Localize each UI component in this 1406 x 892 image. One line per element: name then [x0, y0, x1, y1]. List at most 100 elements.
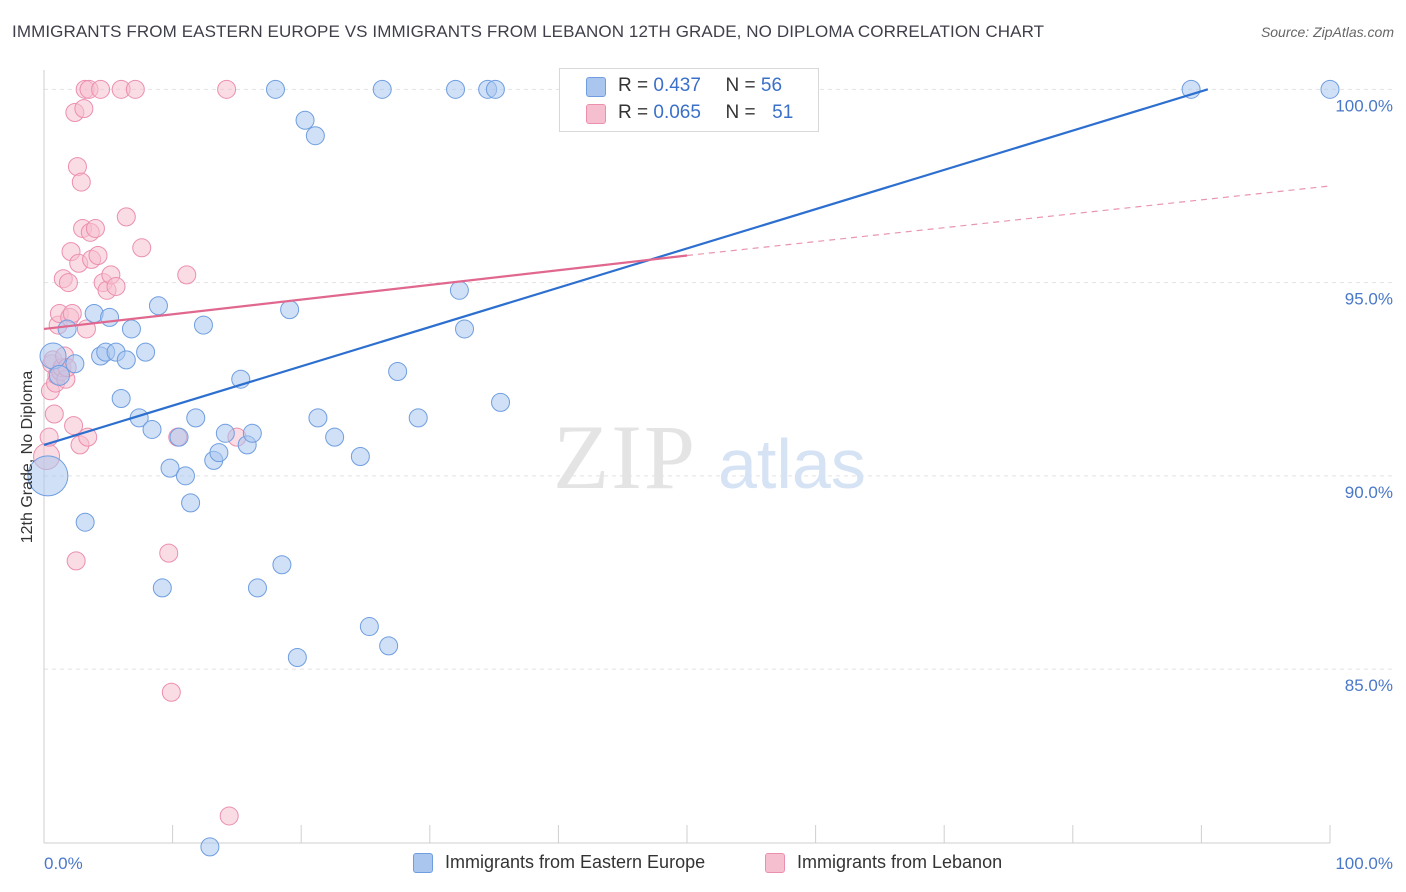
- data-point: [350, 447, 370, 466]
- data-point: [74, 99, 94, 119]
- data-point: [193, 315, 213, 335]
- data-point: [58, 273, 78, 293]
- source-credit: Source: ZipAtlas.com: [1260, 24, 1394, 40]
- data-point: [209, 443, 229, 463]
- data-point: [181, 493, 201, 513]
- data-point: [91, 79, 111, 99]
- data-point: [121, 319, 141, 339]
- data-point: [100, 307, 120, 327]
- data-point: [272, 555, 292, 575]
- trend-lines: [43, 88, 1331, 446]
- legend-n-label: N =: [725, 75, 756, 96]
- data-point: [217, 79, 237, 99]
- data-point: [265, 79, 285, 99]
- y-tick-label: 90.0%: [1345, 483, 1393, 502]
- legend-label-lebanon: Immigrants from Lebanon: [797, 852, 1003, 872]
- data-point: [359, 617, 379, 637]
- data-point: [485, 79, 505, 99]
- data-point: [200, 837, 220, 857]
- data-point: [27, 455, 69, 497]
- data-point: [280, 300, 300, 320]
- data-point: [88, 246, 108, 266]
- data-point: [106, 276, 126, 296]
- trend-line-pink: [43, 254, 688, 331]
- legend-n-value: 51: [772, 102, 794, 123]
- data-point: [66, 551, 86, 571]
- chart-title: IMMIGRANTS FROM EASTERN EUROPE VS IMMIGR…: [12, 22, 1045, 41]
- data-point: [325, 427, 345, 447]
- data-point: [64, 416, 84, 436]
- data-point: [161, 682, 181, 702]
- legend-swatch-pink: [765, 852, 785, 873]
- legend-n-label: N =: [725, 102, 756, 123]
- data-point: [136, 342, 156, 362]
- data-point: [57, 319, 77, 339]
- data-point: [142, 419, 162, 439]
- data-point: [116, 350, 136, 370]
- x-tick-label-max: 100.0%: [1335, 854, 1393, 873]
- trend-line-blue: [43, 88, 1209, 446]
- data-point: [491, 392, 511, 412]
- legend-swatch-blue: [413, 852, 433, 873]
- legend-label-eastern-europe: Immigrants from Eastern Europe: [445, 852, 706, 872]
- x-tick-label-min: 0.0%: [44, 854, 83, 873]
- data-point: [44, 404, 64, 424]
- series-legend: Immigrants from Eastern Europe Immigrant…: [0, 852, 1406, 878]
- data-point: [1320, 79, 1340, 99]
- data-point: [455, 319, 475, 339]
- data-point: [39, 342, 67, 370]
- data-point: [48, 364, 70, 386]
- data-point: [247, 578, 267, 598]
- data-point: [148, 296, 168, 316]
- data-point: [71, 172, 91, 192]
- data-point: [219, 806, 239, 826]
- legend-swatch-blue: [586, 77, 606, 97]
- legend-n-value: 56: [760, 75, 783, 96]
- data-point: [169, 427, 189, 447]
- data-point: [160, 458, 180, 478]
- data-point: [85, 218, 105, 238]
- y-tick-label: 95.0%: [1345, 290, 1393, 309]
- data-point: [408, 408, 428, 428]
- tick-labels: 100.0% 95.0% 90.0% 85.0% 0.0% 100.0% 12th Grad…: [19, 96, 1393, 873]
- legend-item-lebanon[interactable]: Immigrants from Lebanon: [765, 852, 1002, 873]
- data-point: [65, 354, 85, 374]
- y-tick-label: 100.0%: [1335, 96, 1393, 115]
- data-point: [75, 512, 95, 532]
- legend-r-label: R =: [618, 102, 649, 123]
- legend-swatch-pink: [586, 104, 606, 124]
- data-point: [132, 238, 152, 258]
- data-point: [152, 578, 172, 598]
- data-point: [175, 466, 195, 486]
- data-point: [215, 423, 235, 443]
- data-point: [449, 280, 469, 300]
- data-point: [372, 79, 392, 99]
- data-point: [295, 110, 315, 130]
- data-point: [125, 79, 145, 99]
- data-point: [186, 408, 206, 428]
- data-point: [159, 543, 179, 563]
- legend-item-eastern-europe[interactable]: Immigrants from Eastern Europe: [413, 852, 705, 873]
- watermark-zip: ZIP: [553, 406, 697, 508]
- data-point: [379, 636, 399, 656]
- watermark-atlas: atlas: [718, 425, 866, 503]
- data-point: [308, 408, 328, 428]
- data-point: [287, 647, 307, 667]
- data-point: [446, 79, 466, 99]
- data-point: [388, 361, 408, 381]
- trend-extension-pink: [686, 185, 1331, 257]
- legend-r-value: 0.437: [653, 75, 701, 96]
- y-axis-title: 12th Grade, No Diploma: [19, 371, 36, 544]
- data-point: [111, 389, 131, 409]
- watermark: ZIP atlas: [553, 406, 866, 508]
- y-tick-label: 85.0%: [1345, 676, 1393, 695]
- series-eastern-europe-points: [27, 79, 1340, 857]
- data-point: [242, 423, 262, 443]
- correlation-legend: R = 0.437 N = 56 R = 0.065 N = 51: [559, 68, 819, 132]
- data-point: [305, 126, 325, 146]
- legend-r-label: R =: [618, 75, 649, 96]
- legend-r-value: 0.065: [653, 102, 701, 123]
- data-point: [116, 207, 136, 227]
- data-point: [177, 265, 197, 285]
